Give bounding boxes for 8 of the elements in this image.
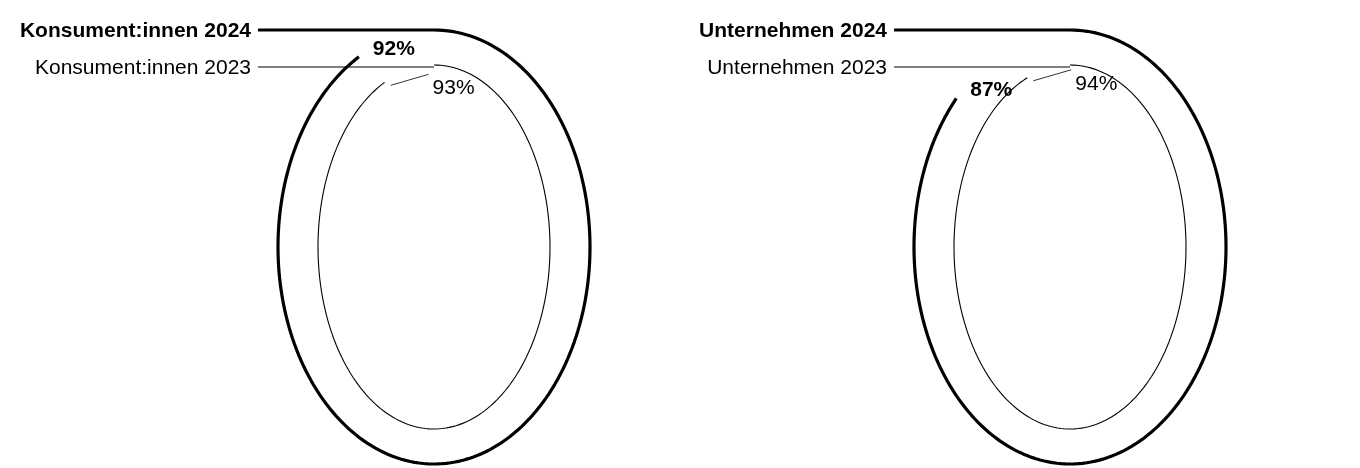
category-label: Konsument:innen 2023	[35, 55, 251, 78]
data-label: 94%	[1075, 70, 1118, 94]
category-label: Konsument:innen 2024	[19, 18, 252, 41]
category-label: Unternehmen 2023	[707, 55, 887, 78]
data-label: 92%	[372, 35, 416, 59]
data-label: 87%	[970, 77, 1013, 101]
data-label: 93%	[432, 75, 475, 99]
category-label: Unternehmen 2024	[699, 18, 888, 41]
